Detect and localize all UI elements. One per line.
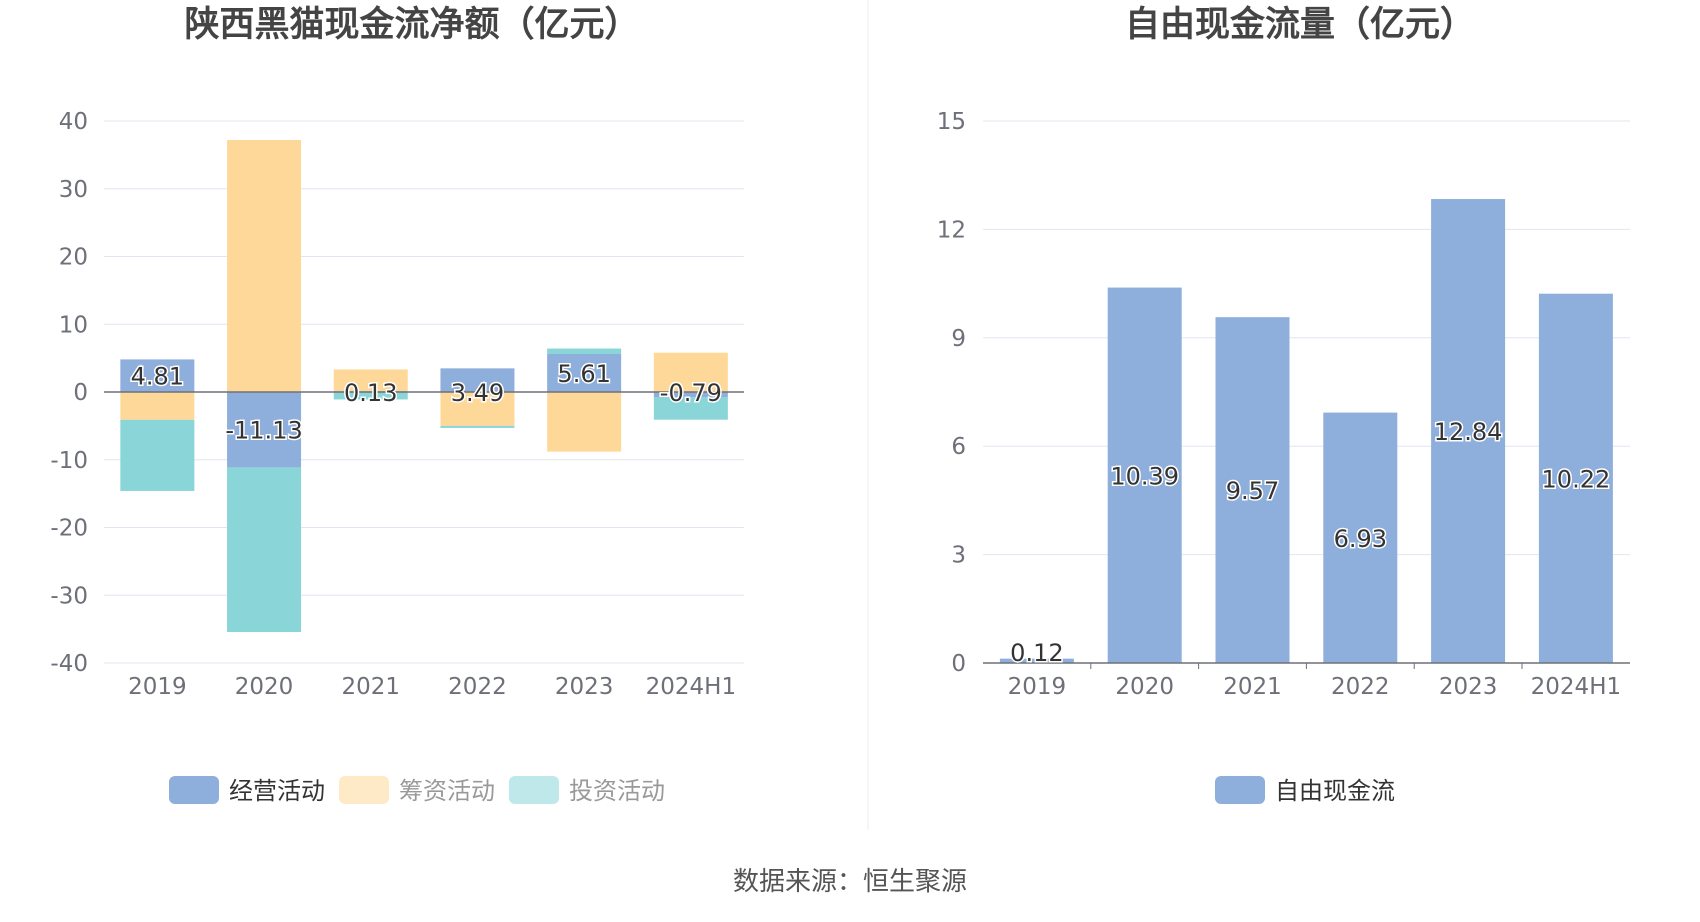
y-tick-label: -10: [50, 448, 88, 474]
bar-筹资活动-2020: [227, 139, 302, 392]
y-tick-label: 12: [937, 217, 966, 243]
bar-投资活动-2021: [333, 392, 408, 400]
data-label: -11.13: [225, 417, 302, 445]
bar-筹资活动-2021: [333, 369, 408, 392]
x-tick-label: 2024H1: [1531, 674, 1621, 700]
data-label: 0.13: [344, 379, 397, 407]
bar-经营活动-2019: [120, 359, 195, 392]
y-tick-label: 40: [59, 109, 88, 135]
bar-经营活动-2024H1: [653, 392, 728, 398]
legend-swatch-筹资活动: [339, 776, 389, 804]
legend-swatch-投资活动: [509, 776, 559, 804]
legend-swatch-自由现金流: [1215, 776, 1265, 804]
bar-自由现金流-2024H1: [1538, 293, 1613, 663]
bar-自由现金流-2020: [1107, 287, 1182, 663]
x-tick-label: 2023: [555, 674, 614, 700]
bar-自由现金流-2022: [1323, 412, 1398, 663]
legend-label: 投资活动: [569, 777, 665, 805]
x-tick-label: 2022: [448, 674, 507, 700]
bar-自由现金流-2019: [999, 658, 1074, 663]
y-tick-label: 15: [937, 109, 966, 135]
x-tick-label: 2019: [1008, 674, 1067, 700]
legend-swatch-经营活动: [169, 776, 219, 804]
bar-投资活动-2020: [227, 467, 302, 633]
legend-label: 经营活动: [229, 777, 325, 805]
y-tick-label: 9: [951, 326, 966, 352]
chart-title: 陕西黑猫现金流净额（亿元）: [184, 4, 639, 45]
x-tick-label: 2024H1: [646, 674, 736, 700]
bar-自由现金流-2021: [1215, 317, 1290, 663]
data-label: 9.57: [1226, 477, 1279, 505]
data-label: 0.12: [1010, 639, 1063, 667]
bar-经营活动-2022: [440, 368, 515, 392]
y-tick-label: -40: [50, 651, 88, 677]
chart-panel-2: [983, 120, 1630, 804]
bar-筹资活动-2024H1: [653, 352, 728, 392]
bar-投资活动-2022: [440, 425, 515, 428]
legend-label: 自由现金流: [1275, 777, 1395, 805]
y-tick-label: 3: [951, 543, 966, 569]
bar-筹资活动-2022: [440, 392, 515, 426]
x-tick-label: 2022: [1331, 674, 1390, 700]
bar-投资活动-2024H1: [653, 397, 728, 420]
data-label: 12.84: [1434, 418, 1503, 446]
y-tick-label: 10: [59, 312, 88, 338]
bar-经营活动-2023: [547, 353, 622, 392]
data-label: 6.93: [1334, 525, 1387, 553]
x-tick-label: 2023: [1439, 674, 1498, 700]
y-tick-label: -30: [50, 583, 88, 609]
y-tick-label: 0: [951, 651, 966, 677]
legend-label: 筹资活动: [399, 777, 495, 805]
data-label: 5.61: [557, 360, 610, 388]
x-tick-label: 2021: [1223, 674, 1282, 700]
bar-筹资活动-2023: [547, 392, 622, 452]
y-tick-label: 20: [59, 245, 88, 271]
y-tick-label: 30: [59, 177, 88, 203]
bar-经营活动-2020: [227, 392, 302, 468]
data-label: 3.49: [451, 379, 504, 407]
chart-title: 自由现金流量（亿元）: [1125, 4, 1475, 45]
x-tick-label: 2019: [128, 674, 187, 700]
x-tick-label: 2020: [235, 674, 294, 700]
bar-投资活动-2023: [547, 348, 622, 354]
y-tick-label: 6: [951, 434, 966, 460]
source-note: 数据来源：恒生聚源: [733, 867, 967, 897]
bar-筹资活动-2019: [120, 392, 195, 420]
bar-投资活动-2019: [120, 419, 195, 491]
chart-panel-1: [104, 120, 744, 804]
x-tick-label: 2020: [1115, 674, 1174, 700]
y-tick-label: 0: [73, 380, 88, 406]
data-label: 10.22: [1542, 465, 1611, 493]
data-label: -0.79: [660, 379, 722, 407]
bar-自由现金流-2023: [1431, 199, 1506, 663]
y-tick-label: -20: [50, 516, 88, 542]
x-tick-label: 2021: [341, 674, 400, 700]
data-label: 4.81: [131, 363, 184, 391]
data-label: 10.39: [1110, 462, 1179, 490]
